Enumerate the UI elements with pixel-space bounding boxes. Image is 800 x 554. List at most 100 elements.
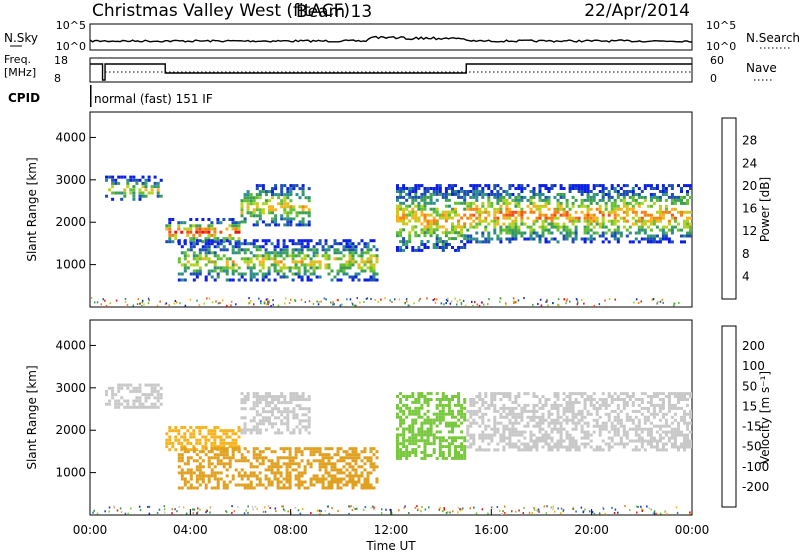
- echo-cell: [622, 403, 626, 407]
- echo-cell: [292, 431, 296, 435]
- echo-cell: [324, 486, 328, 490]
- echo-cell: [408, 424, 412, 428]
- echo-cell: [282, 251, 286, 255]
- scatter-mark: [247, 505, 249, 508]
- echo-cell: [261, 410, 265, 414]
- echo-cell: [496, 193, 500, 196]
- echo-cell: [339, 447, 343, 451]
- echo-cell: [375, 260, 379, 264]
- echo-cell: [601, 403, 605, 407]
- echo-cell: [607, 190, 611, 193]
- echo-cell: [652, 193, 656, 196]
- echo-cell: [598, 427, 602, 431]
- echo-cell: [508, 237, 512, 241]
- echo-cell: [213, 453, 217, 457]
- echo-cell: [649, 195, 653, 199]
- scatter-mark: [557, 303, 559, 306]
- scatter-mark: [580, 506, 583, 509]
- echo-cell: [411, 187, 415, 190]
- echo-cell: [444, 187, 448, 190]
- echo-cell: [267, 269, 271, 273]
- echo-cell: [255, 422, 259, 426]
- echo-cell: [514, 231, 518, 235]
- echo-cell: [231, 224, 235, 228]
- echo-cell: [577, 392, 581, 396]
- echo-cell: [481, 234, 485, 238]
- echo-cell: [514, 222, 518, 226]
- echo-cell: [270, 257, 274, 261]
- scatter-mark: [233, 510, 236, 513]
- echo-cell: [487, 187, 491, 190]
- scatter-mark: [300, 298, 303, 301]
- scatter-mark: [163, 505, 166, 508]
- echo-cell: [288, 453, 292, 457]
- echo-cell: [457, 456, 461, 460]
- scatter-mark: [127, 512, 129, 515]
- scatter-mark: [614, 298, 616, 301]
- echo-cell: [150, 393, 154, 397]
- echo-cell: [417, 219, 421, 223]
- echo-cell: [658, 216, 662, 220]
- echo-cell: [219, 429, 223, 433]
- echo-cell: [454, 213, 457, 217]
- echo-cell: [667, 219, 671, 223]
- echo-cell: [375, 456, 379, 460]
- echo-cell: [541, 445, 545, 449]
- echo-cell: [553, 418, 557, 422]
- echo-cell: [574, 210, 578, 214]
- echo-cell: [592, 193, 596, 196]
- echo-cell: [189, 242, 193, 246]
- scatter-mark: [351, 303, 354, 306]
- echo-cell: [300, 263, 304, 267]
- echo-cell: [417, 409, 421, 413]
- echo-cell: [686, 210, 689, 214]
- echo-cell: [234, 441, 238, 445]
- echo-cell: [661, 234, 665, 238]
- scatter-mark: [640, 508, 643, 510]
- echo-cell: [441, 418, 445, 422]
- echo-cell: [285, 251, 289, 255]
- echo-cell: [547, 448, 551, 452]
- echo-cell: [213, 240, 217, 244]
- echo-cell: [210, 468, 214, 472]
- echo-cell: [429, 207, 433, 211]
- scatter-mark: [268, 301, 271, 304]
- echo-cell: [327, 459, 331, 463]
- y-axis-label: Slant Range [km]: [25, 365, 39, 469]
- echo-cell: [408, 430, 412, 434]
- echo-cell: [571, 418, 575, 422]
- scatter-mark: [434, 301, 437, 304]
- echo-cell: [264, 419, 268, 423]
- echo-cell: [351, 257, 355, 261]
- echo-cell: [198, 450, 202, 454]
- plot-frame-1: [89, 319, 693, 516]
- echo-cell: [631, 395, 635, 398]
- echo-cell: [505, 237, 509, 241]
- echo-cell: [441, 192, 445, 196]
- echo-cell: [460, 216, 464, 220]
- echo-cell: [288, 471, 292, 475]
- echo-cell: [255, 257, 259, 261]
- scatter-mark: [184, 304, 187, 307]
- echo-cell: [345, 245, 349, 249]
- echo-cell: [517, 225, 521, 229]
- echo-cell: [447, 210, 451, 214]
- echo-cell: [586, 231, 590, 235]
- echo-cell: [183, 257, 187, 261]
- echo-cell: [544, 442, 548, 446]
- echo-cell: [255, 193, 259, 197]
- echo-cell: [508, 442, 512, 446]
- echo-cell: [417, 433, 421, 437]
- echo-cell: [589, 219, 593, 223]
- scatter-mark: [483, 303, 485, 306]
- echo-cell: [634, 409, 638, 413]
- scatter-mark: [108, 510, 110, 513]
- echo-cell: [487, 448, 491, 452]
- echo-cell: [292, 416, 296, 420]
- echo-cell: [655, 448, 659, 452]
- echo-cell: [292, 217, 296, 221]
- echo-cell: [192, 445, 196, 449]
- echo-cell: [168, 218, 172, 221]
- echo-cell: [318, 447, 322, 451]
- scatter-mark: [226, 304, 228, 307]
